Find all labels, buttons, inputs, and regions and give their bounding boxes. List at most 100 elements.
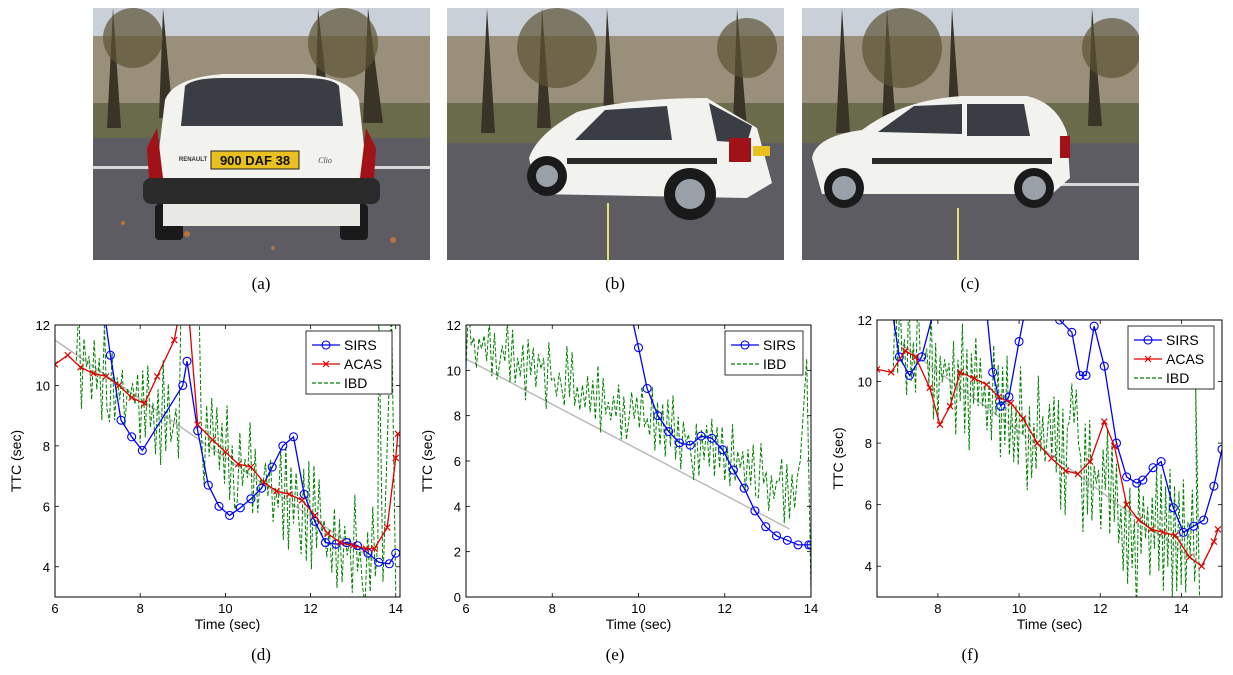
x-tick-label: 14 [1174,601,1188,616]
series-line-IBD [466,325,811,593]
marker-SIRS [374,557,384,567]
x-tick-label: 8 [137,601,144,616]
y-tick-label: 12 [447,318,461,333]
badge-text: RENAULT [179,157,208,163]
marker-SIRS [707,433,717,443]
x-tick-label: 10 [631,601,645,616]
plot-frame [54,324,401,598]
y-axis-label: TTC (sec) [419,430,435,492]
marker-ACAS [1147,525,1155,533]
marker-SIRS [1089,321,1099,331]
marker-SIRS [996,401,1006,411]
license-plate-text: 900 DAF 38 [220,153,290,168]
plot-area [55,325,400,597]
y-tick-label: 0 [454,590,461,605]
marker-SIRS [782,535,792,545]
legend-label-ACAS: ACAS [344,356,382,372]
marker-SIRS [214,501,224,511]
photo-car-diagonal [447,8,784,260]
marker-ACAS [1062,467,1070,475]
marker-ACAS [912,353,919,361]
ground-truth-line [466,358,790,530]
marker-SIRS [288,432,299,442]
x-axis-label: Time (sec) [1017,616,1083,632]
marker-SIRS [664,426,674,437]
y-tick-label: 6 [454,454,461,469]
x-tick-label: 8 [549,601,556,616]
chart-e: 6 8 10 12 14 0 2 4 6 8 10 12 Time (sec) TTC (sec) SIRS… [419,318,818,632]
marker-SIRS [988,367,998,377]
marker-SIRS [642,383,652,394]
marker-ACAS [936,421,944,429]
plot-frame [465,324,812,598]
marker-SIRS [1138,475,1148,485]
legend-marker-SIRS [1143,335,1153,345]
series-line-IBD [75,325,397,597]
caption-d: (d) [251,645,271,664]
marker-ACAS [956,368,964,376]
x-tick-label: 14 [389,601,403,616]
marker-ACAS [1159,528,1167,536]
chart-f: 8 10 12 14 4 6 8 10 12 Time (sec) TTC (sec) SIRS ACA… [830,313,1223,632]
y-tick-label: 10 [858,375,872,390]
y-tick-label: 2 [454,545,461,560]
x-tick-label: 12 [303,601,317,616]
marker-SIRS [728,465,738,475]
marker-ACAS [1033,439,1041,447]
legend-label-IBD: IBD [344,375,367,391]
marker-ACAS [115,382,123,389]
marker-ACAS [1086,458,1094,466]
y-tick-label: 6 [43,499,50,514]
marker-SIRS [1075,370,1085,380]
legend-label-IBD: IBD [763,356,786,372]
marker-SIRS [653,411,663,421]
plot-frame [876,319,1223,598]
marker-SIRS [267,462,277,472]
y-tick-label: 4 [43,560,50,575]
marker-ACAS [102,372,110,380]
marker-ACAS [324,530,332,537]
x-axis-label: Time (sec) [606,616,672,632]
y-tick-label: 8 [865,436,872,451]
marker-ACAS [970,375,978,382]
caption-c: (c) [960,274,980,293]
marker-ACAS [349,542,357,550]
marker-ACAS [336,539,344,547]
marker-ACAS [1171,532,1179,539]
marker-ACAS [383,524,391,531]
marker-SIRS [685,440,695,450]
marker-SIRS [203,480,213,490]
marker-ACAS [221,448,229,456]
legend-label-ACAS: ACAS [1166,351,1204,367]
marker-SIRS [246,494,256,504]
marker-SIRS [1168,503,1178,513]
x-axis-label: Time (sec) [195,616,261,632]
model-text: Clio [318,156,332,165]
marker-SIRS [137,445,147,455]
chart-d: 6 8 10 12 14 4 6 8 10 12 Time (sec) TTC (sec) SIRS AC… [8,318,403,632]
marker-SIRS [793,540,803,550]
legend-marker-ACAS [322,360,330,368]
series-line-SIRS [892,320,1222,534]
marker-ACAS [1048,455,1055,462]
marker-ACAS [1214,525,1222,533]
marker-ACAS [1074,470,1082,478]
marker-SIRS [278,441,288,451]
marker-ACAS [209,436,217,444]
x-tick-label: 12 [718,601,732,616]
x-tick-label: 14 [804,601,818,616]
marker-ACAS [247,463,255,471]
marker-ACAS [260,478,268,486]
marker-ACAS [170,336,178,344]
marker-ACAS [877,365,881,373]
y-tick-label: 4 [865,559,872,574]
marker-ACAS [77,363,84,371]
x-tick-label: 6 [51,601,58,616]
marker-SIRS [718,445,728,455]
marker-SIRS [1122,472,1132,482]
marker-SIRS [1055,320,1065,325]
caption-b: (b) [605,274,625,293]
marker-SIRS [1199,515,1209,525]
marker-ACAS [1186,553,1193,561]
caption-e: (e) [605,645,625,664]
